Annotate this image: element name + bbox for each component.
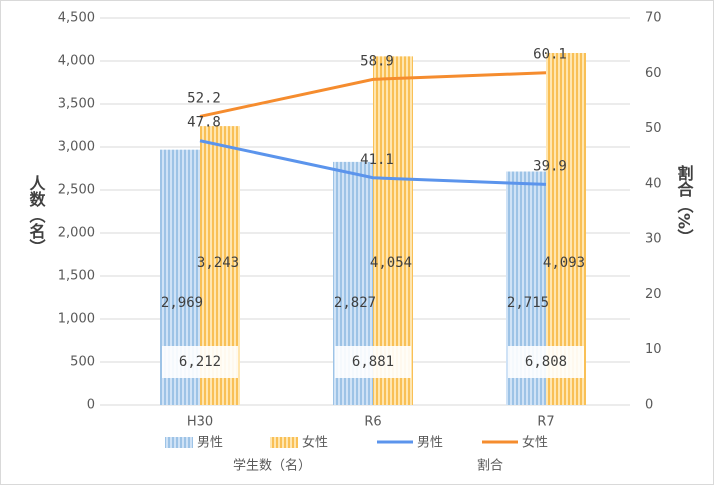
y-tick-label: 1,000 xyxy=(58,312,95,327)
y-tick-label: 2,000 xyxy=(58,226,95,241)
total-box xyxy=(508,346,584,378)
y-tick-label: 3,500 xyxy=(58,97,95,112)
y2-tick-label: 20 xyxy=(645,287,662,302)
y2-tick-label: 60 xyxy=(645,66,662,81)
total-label: 6,212 xyxy=(179,354,221,370)
data-label: 2,715 xyxy=(507,295,549,311)
total-box xyxy=(335,346,411,378)
y2-tick-label: 10 xyxy=(645,342,662,357)
data-label: 58.9 xyxy=(360,53,394,69)
legend-label: 男性 xyxy=(417,436,443,451)
data-label: 4,054 xyxy=(370,255,412,271)
data-label: 3,243 xyxy=(197,255,239,271)
legend-title: 割合 xyxy=(477,458,503,474)
data-label: 47.8 xyxy=(187,115,221,131)
x-tick-label: R7 xyxy=(537,415,554,430)
y-tick-label: 0 xyxy=(87,398,95,413)
y-tick-label: 4,500 xyxy=(58,11,95,26)
y2-tick-label: 50 xyxy=(645,121,662,136)
y-tick-label: 500 xyxy=(70,355,95,370)
legend-swatch xyxy=(270,437,298,448)
legend-label: 女性 xyxy=(302,435,328,451)
y-tick-label: 2,500 xyxy=(58,183,95,198)
y-axis-title: 人数（名） xyxy=(27,175,46,255)
y-tick-label: 4,000 xyxy=(58,54,95,69)
x-tick-label: R6 xyxy=(364,415,381,430)
y-tick-label: 3,000 xyxy=(58,140,95,155)
data-label: 4,093 xyxy=(543,255,585,271)
y-tick-label: 1,500 xyxy=(58,269,95,284)
y2-tick-label: 70 xyxy=(645,11,662,26)
total-label: 6,808 xyxy=(525,354,567,370)
total-box xyxy=(162,346,238,378)
data-label: 52.2 xyxy=(187,90,221,106)
y2-tick-label: 30 xyxy=(645,232,662,247)
y2-tick-label: 40 xyxy=(645,176,662,191)
legend-title: 学生数（名） xyxy=(233,458,311,474)
data-label: 60.1 xyxy=(533,47,567,63)
legend-label: 女性 xyxy=(522,435,548,451)
data-label: 2,827 xyxy=(334,295,376,311)
legend-swatch xyxy=(165,437,193,448)
line xyxy=(199,71,547,118)
x-tick-label: H30 xyxy=(187,415,213,430)
data-label: 2,969 xyxy=(161,295,203,311)
total-label: 6,881 xyxy=(352,354,394,370)
data-label: 39.9 xyxy=(533,158,567,174)
y2-tick-label: 0 xyxy=(645,398,653,413)
data-label: 41.1 xyxy=(360,152,394,168)
legend-label: 男性 xyxy=(197,436,223,451)
line xyxy=(199,139,547,186)
y2-axis-title: 割合（%） xyxy=(675,164,694,245)
